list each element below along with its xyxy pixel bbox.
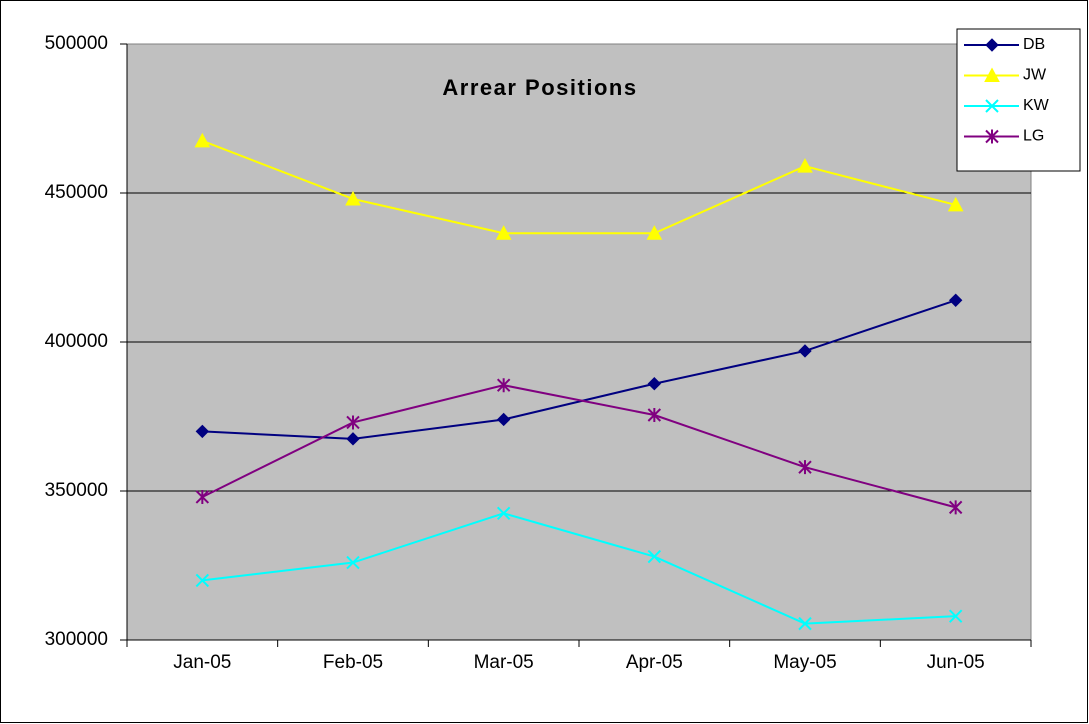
marker: [647, 549, 662, 564]
marker: [948, 293, 963, 307]
marker: [948, 500, 963, 515]
series-line: [202, 299, 956, 440]
marker: [798, 460, 812, 475]
marker: [798, 344, 812, 358]
marker: [496, 412, 511, 427]
marker: [195, 424, 210, 439]
x-tick-label: Jan-05: [173, 652, 231, 673]
y-tick-label: 350000: [45, 480, 108, 501]
marker: [496, 378, 511, 393]
chart-title: Arrear Positions: [442, 75, 637, 100]
marker: [647, 377, 662, 391]
marker: [647, 408, 662, 423]
y-tick-label: 500000: [45, 33, 108, 54]
legend-label: JW: [1023, 67, 1047, 84]
x-tick-label: Mar-05: [474, 652, 534, 673]
marker: [948, 609, 963, 623]
marker: [346, 432, 360, 446]
marker: [194, 132, 211, 148]
marker: [985, 129, 999, 144]
legend-label: KW: [1023, 97, 1050, 114]
series-line: [201, 384, 956, 509]
x-tick-label: Jun-05: [927, 652, 985, 673]
marker: [985, 99, 999, 113]
series-line: [202, 512, 956, 625]
marker: [947, 196, 964, 212]
y-tick-label: 400000: [45, 331, 108, 352]
marker: [195, 489, 210, 504]
legend-label: LG: [1023, 128, 1044, 145]
x-tick-label: May-05: [773, 652, 836, 673]
series-line: [201, 139, 956, 235]
marker: [797, 158, 813, 173]
x-tick-label: Feb-05: [323, 652, 383, 673]
marker: [195, 573, 210, 588]
marker: [798, 616, 812, 631]
marker: [985, 38, 999, 52]
legend-label: DB: [1023, 36, 1045, 53]
marker: [346, 555, 360, 570]
x-tick-label: Apr-05: [626, 652, 683, 673]
marker: [496, 506, 511, 521]
marker: [346, 415, 360, 430]
marker: [345, 190, 361, 206]
y-tick-label: 300000: [45, 629, 108, 650]
marker: [495, 225, 512, 240]
y-tick-label: 450000: [45, 182, 108, 203]
marker: [984, 67, 1000, 82]
legend-box: [956, 28, 1081, 172]
marker: [646, 225, 663, 240]
